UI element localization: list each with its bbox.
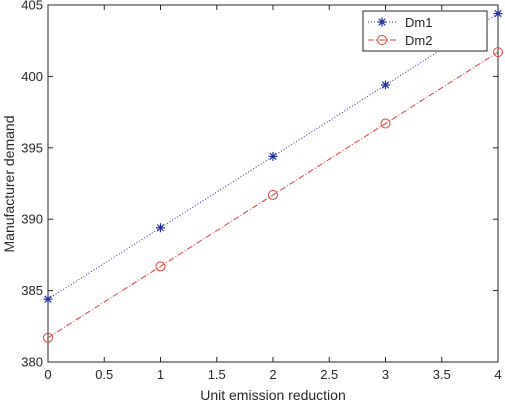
series-line-dm2 xyxy=(47,51,499,339)
data-point-dm1 xyxy=(381,80,390,90)
data-point-dm1 xyxy=(493,9,503,19)
legend-marker-symbol xyxy=(377,35,387,45)
y-tick-label: 400 xyxy=(21,69,43,84)
x-tick-label: 0 xyxy=(44,367,51,382)
data-point-dm1 xyxy=(268,151,278,161)
legend-label-dm1: Dm1 xyxy=(405,15,432,30)
series-line-dm1 xyxy=(47,13,499,300)
y-tick-label: 395 xyxy=(21,140,43,155)
data-point-dm2 xyxy=(43,332,53,343)
x-axis-label: Unit emission reduction xyxy=(200,387,346,403)
legend-label-dm2: Dm2 xyxy=(405,33,432,48)
data-point-dm1 xyxy=(156,223,165,233)
x-tick-label: 0.5 xyxy=(95,367,113,382)
x-tick-label: 3.5 xyxy=(433,367,451,382)
y-tick-label: 405 xyxy=(21,0,43,13)
legend-marker-dm2 xyxy=(377,35,387,45)
data-point-dm2 xyxy=(493,47,503,58)
legend-marker-dm1 xyxy=(377,17,387,27)
data-point-dm2 xyxy=(155,261,166,272)
x-tick-label: 2.5 xyxy=(320,367,338,382)
x-tick-label: 1 xyxy=(157,367,164,382)
x-tick-label: 2 xyxy=(269,367,276,382)
x-tick-label: 3 xyxy=(382,367,389,382)
legend: Dm1 Dm2 xyxy=(362,10,488,52)
tick-layer: 0 0.5 1 1.5 2 2.5 3 3.5 4 380 385 390 395 400 405 xyxy=(21,0,501,382)
y-tick-label: 385 xyxy=(21,283,43,298)
data-point-dm2 xyxy=(268,189,278,200)
y-tick-label: 380 xyxy=(21,355,43,370)
y-axis-label: Manufacturer demand xyxy=(1,116,17,253)
series-layer xyxy=(43,9,503,343)
legend-marker-symbol xyxy=(377,17,387,27)
plot-area xyxy=(47,4,499,363)
y-tick-label: 390 xyxy=(21,212,43,227)
data-point-dm2 xyxy=(380,118,391,129)
x-tick-label: 1.5 xyxy=(208,367,226,382)
x-tick-label: 4 xyxy=(494,367,501,382)
data-point-dm1 xyxy=(43,294,53,304)
